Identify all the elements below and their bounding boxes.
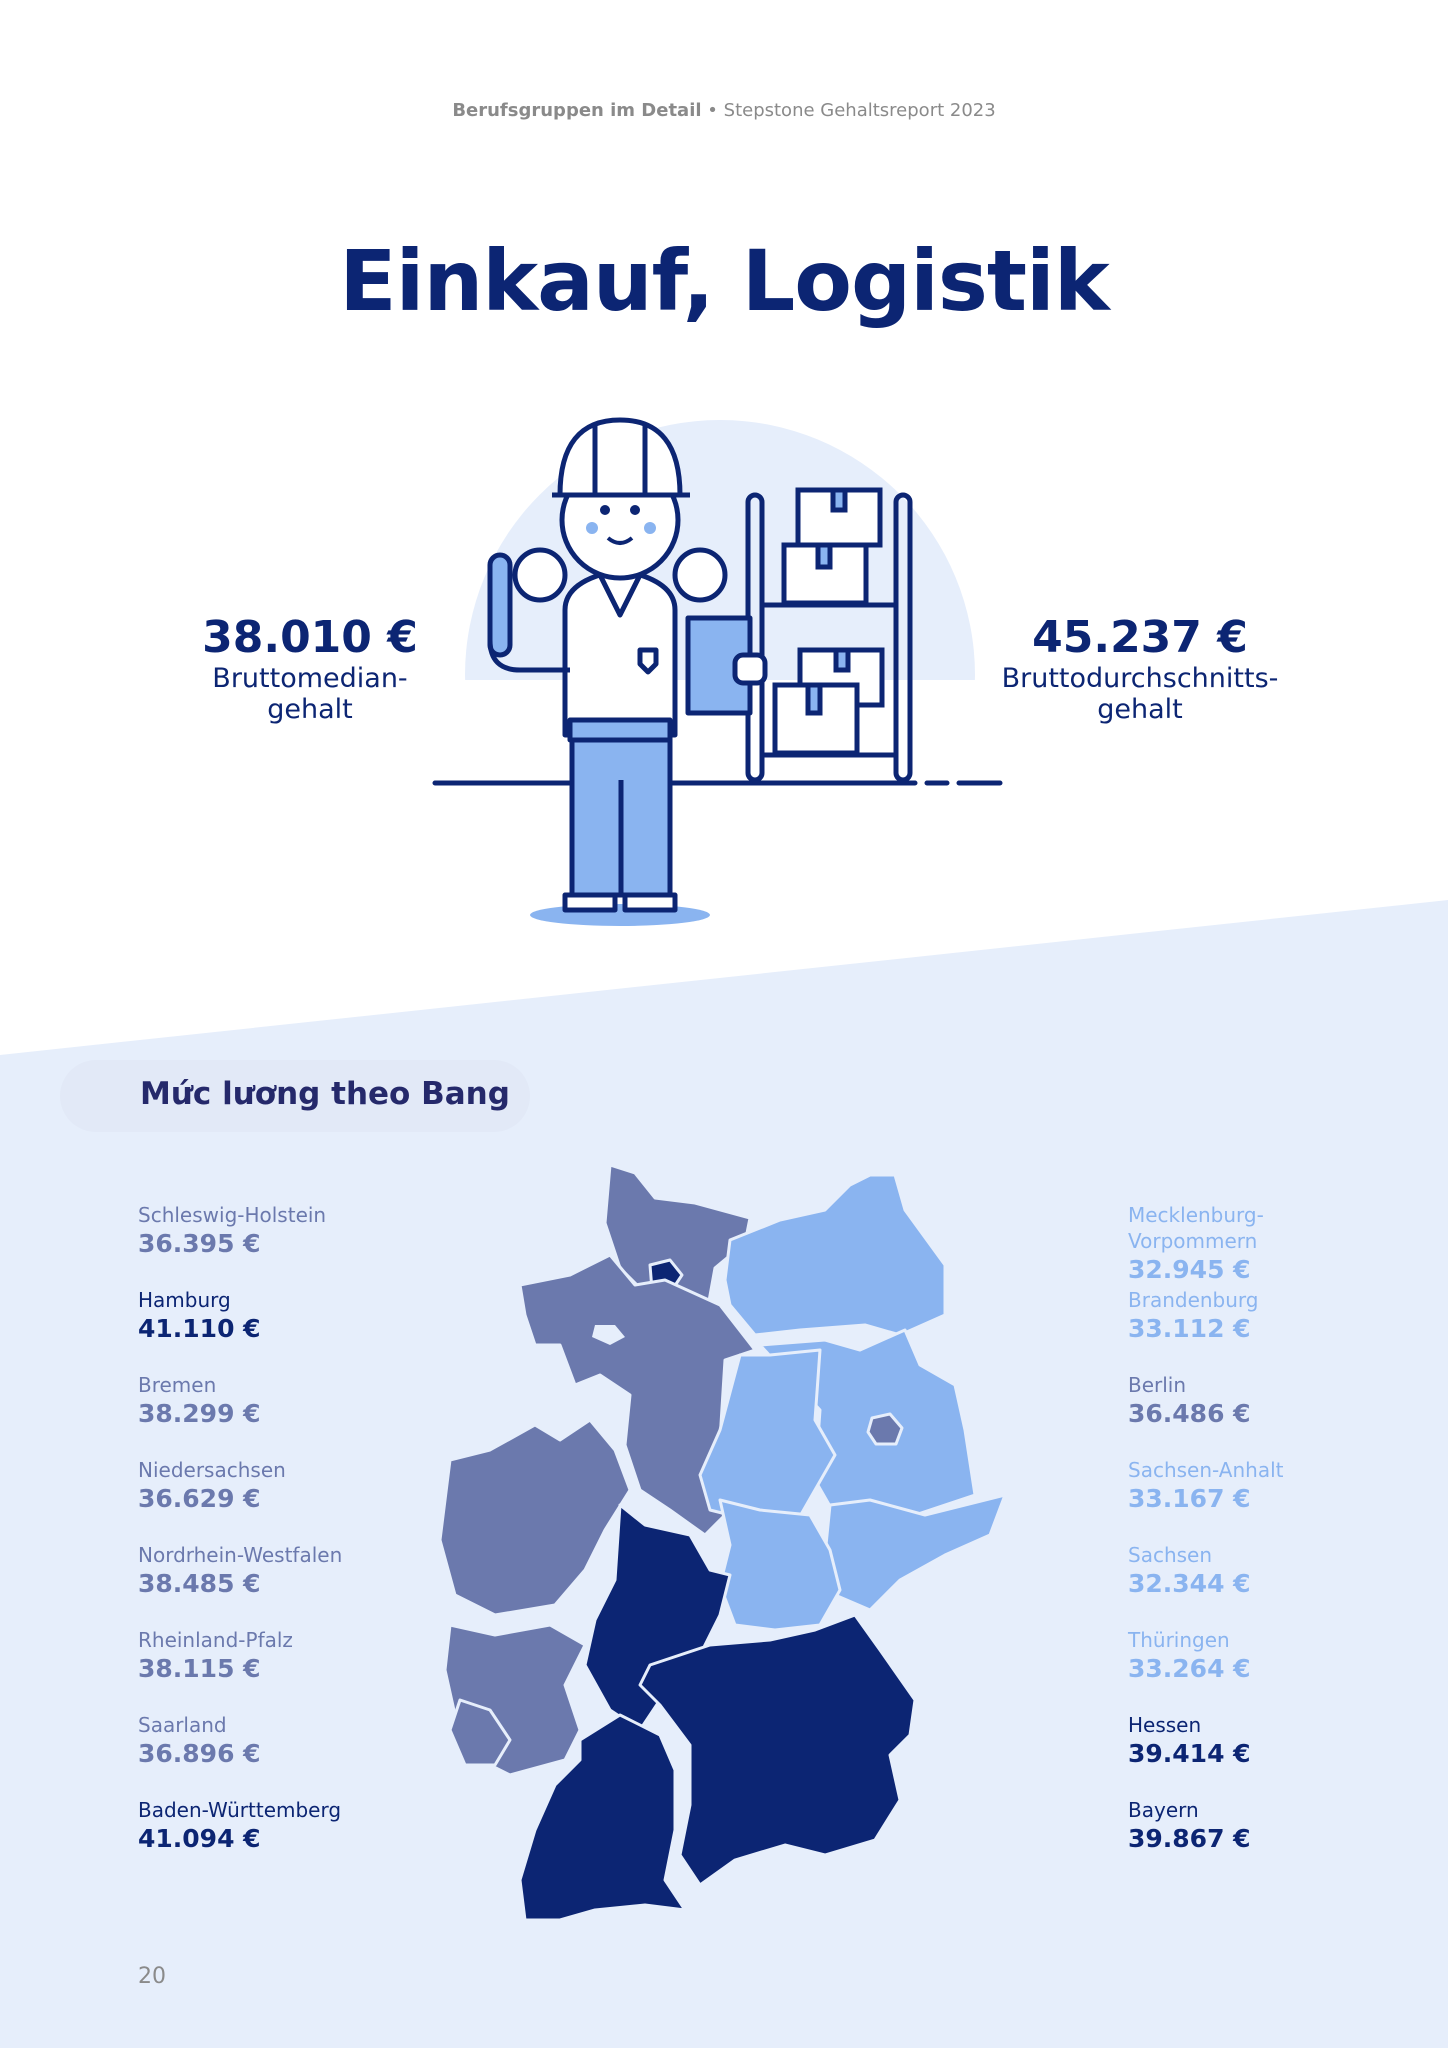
state-item: Nordrhein-Westfalen 38.485 € bbox=[138, 1542, 438, 1600]
state-name: Berlin bbox=[1128, 1373, 1187, 1397]
average-salary-stat: 45.237 € Bruttodurchschnitts- gehalt bbox=[980, 612, 1300, 725]
state-salary: 36.395 € bbox=[138, 1229, 261, 1258]
state-name: Hessen bbox=[1128, 1713, 1202, 1737]
state-salary: 38.115 € bbox=[138, 1654, 261, 1683]
running-header: Berufsgruppen im Detail • Stepstone Geha… bbox=[452, 100, 996, 121]
page-title: Einkauf, Logistik bbox=[339, 232, 1109, 330]
state-salary: 32.945 € bbox=[1128, 1255, 1251, 1284]
state-item: Sachsen-Anhalt 33.167 € bbox=[1128, 1457, 1428, 1515]
state-salary: 32.344 € bbox=[1128, 1569, 1251, 1598]
state-salary: 39.867 € bbox=[1128, 1824, 1251, 1853]
state-salary: 38.299 € bbox=[138, 1399, 261, 1428]
state-item: Mecklenburg- Vorpommern 32.945 € bbox=[1128, 1202, 1428, 1286]
state-item: Hessen 39.414 € bbox=[1128, 1712, 1428, 1770]
map-saarland bbox=[448, 1698, 512, 1767]
state-item: Sachsen 32.344 € bbox=[1128, 1542, 1428, 1600]
map-niedersachsen bbox=[518, 1253, 757, 1537]
section-title: Mức lương theo Bang bbox=[140, 1076, 510, 1112]
state-item: Schleswig-Holstein 36.395 € bbox=[138, 1202, 438, 1260]
map-bremen bbox=[592, 1325, 625, 1345]
state-salary: 33.112 € bbox=[1128, 1314, 1251, 1343]
state-salary: 41.094 € bbox=[138, 1824, 261, 1853]
median-salary-stat: 38.010 € Bruttomedian- gehalt bbox=[150, 612, 470, 725]
state-salary: 36.629 € bbox=[138, 1484, 261, 1513]
state-name: Bremen bbox=[138, 1373, 217, 1397]
state-salary: 39.414 € bbox=[1128, 1739, 1251, 1768]
state-name: Saarland bbox=[138, 1713, 227, 1737]
state-name: Hamburg bbox=[138, 1288, 231, 1312]
map-mecklenburg-vorpommern bbox=[723, 1173, 947, 1337]
state-name: Sachsen-Anhalt bbox=[1128, 1458, 1284, 1482]
state-name: Rheinland-Pfalz bbox=[138, 1628, 293, 1652]
state-salary: 36.896 € bbox=[138, 1739, 261, 1768]
state-item: Berlin 36.486 € bbox=[1128, 1372, 1428, 1430]
average-label-2: gehalt bbox=[1097, 694, 1183, 725]
map-bayern bbox=[638, 1613, 917, 1887]
map-baden-wuerttemberg bbox=[518, 1713, 687, 1922]
map-nordrhein-westfalen bbox=[438, 1418, 632, 1617]
map-thueringen bbox=[718, 1498, 842, 1632]
state-name: Sachsen bbox=[1128, 1543, 1213, 1567]
worker-illustration bbox=[420, 417, 1020, 940]
state-name: Schleswig-Holstein bbox=[138, 1203, 327, 1227]
state-item: Thüringen 33.264 € bbox=[1128, 1627, 1428, 1685]
state-name: Baden-Württemberg bbox=[138, 1798, 342, 1822]
median-label-1: Bruttomedian- bbox=[212, 663, 408, 694]
map-berlin bbox=[866, 1412, 904, 1446]
state-salary: 33.167 € bbox=[1128, 1484, 1251, 1513]
state-name: Niedersachsen bbox=[138, 1458, 286, 1482]
state-item: Rheinland-Pfalz 38.115 € bbox=[138, 1627, 438, 1685]
median-value: 38.010 € bbox=[202, 612, 418, 663]
state-name: Thüringen bbox=[1128, 1628, 1230, 1652]
state-item: Niedersachsen 36.629 € bbox=[138, 1457, 438, 1515]
state-salary: 38.485 € bbox=[138, 1569, 261, 1598]
average-value: 45.237 € bbox=[1032, 612, 1248, 663]
state-item: Brandenburg 33.112 € bbox=[1128, 1287, 1428, 1345]
map-sachsen bbox=[823, 1493, 1007, 1612]
average-label-1: Bruttodurchschnitts- bbox=[1001, 663, 1279, 694]
state-name: Nordrhein-Westfalen bbox=[138, 1543, 343, 1567]
state-item: Hamburg 41.110 € bbox=[138, 1287, 438, 1345]
state-name: Brandenburg bbox=[1128, 1288, 1259, 1312]
state-item: Baden-Württemberg 41.094 € bbox=[138, 1797, 438, 1855]
section-title-background bbox=[60, 1060, 530, 1132]
page-number: 20 bbox=[138, 1964, 166, 1989]
state-salary: 41.110 € bbox=[138, 1314, 261, 1343]
state-name: Mecklenburg- Vorpommern bbox=[1128, 1203, 1264, 1253]
state-item: Saarland 36.896 € bbox=[138, 1712, 438, 1770]
state-name: Bayern bbox=[1128, 1798, 1199, 1822]
state-item: Bayern 39.867 € bbox=[1128, 1797, 1428, 1855]
state-item: Bremen 38.299 € bbox=[138, 1372, 438, 1430]
state-salary: 36.486 € bbox=[1128, 1399, 1251, 1428]
median-label-2: gehalt bbox=[267, 694, 353, 725]
map-sachsen-anhalt bbox=[698, 1348, 837, 1527]
state-salary: 33.264 € bbox=[1128, 1654, 1251, 1683]
